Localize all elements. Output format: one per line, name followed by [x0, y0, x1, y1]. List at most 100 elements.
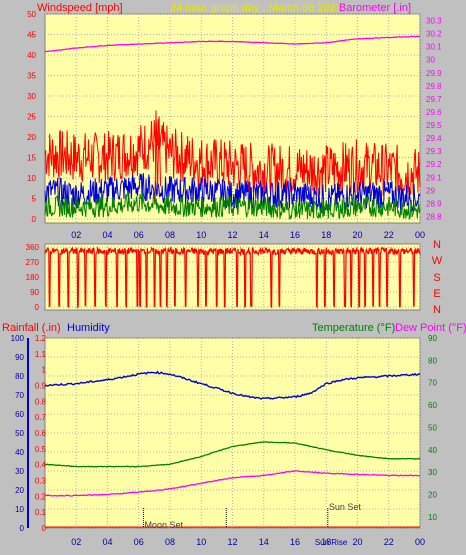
wind-y-tick-label: 15 [27, 154, 36, 163]
temperature-y-tick-label: 70 [428, 379, 437, 388]
wind-blue-series [44, 173, 421, 212]
rain-y-tick-label: 0.4 [35, 461, 47, 470]
direction-label-n-top: N [433, 239, 441, 251]
barometer-y-tick-label: 29 [426, 186, 435, 195]
humidity-y-tick-label: 90 [15, 353, 24, 362]
humidity-y-tick-label: 10 [15, 505, 24, 514]
x-tick-label-top: 18 [321, 230, 331, 240]
wind-y-tick-label: 20 [27, 133, 36, 142]
windspeed-series [44, 119, 421, 197]
x-tick-label-top: 16 [290, 230, 300, 240]
barometer-y-tick-label: 29.6 [426, 108, 442, 117]
barometer-y-tick-label: 30.1 [426, 43, 442, 52]
x-tick-label-top: 00 [415, 230, 425, 240]
x-tick-label-bottom: 06 [134, 537, 144, 547]
wind-y-tick-label: 50 [27, 10, 36, 19]
wind-y-tick-label: 25 [27, 113, 36, 122]
humidity-label: Humidity [67, 322, 110, 334]
rain-y-tick-label: 0.1 [35, 508, 47, 517]
temperature-y-tick-label: 30 [428, 468, 437, 477]
barometer-y-tick-label: 29.8 [426, 82, 442, 91]
barometer-y-tick-label: 28.9 [426, 199, 442, 208]
direction-y-tick-label: 90 [30, 288, 39, 297]
direction-label-n-bottom: N [433, 304, 441, 316]
x-tick-label-bottom: 20 [352, 537, 362, 547]
temperature-y-tick-label: 80 [428, 356, 437, 365]
x-tick-label-top: 08 [165, 230, 175, 240]
rain-y-tick-label: 1.2 [35, 334, 47, 343]
barometer-series [44, 35, 420, 53]
barometer-y-tick-label: 29.1 [426, 173, 442, 182]
x-tick-label-bottom: 18 [321, 537, 331, 547]
humidity-y-tick-label: 80 [15, 372, 24, 381]
barometer-title: Barometer [.in] [339, 2, 411, 14]
temperature-y-tick-label: 10 [428, 513, 437, 522]
barometer-y-tick-label: 29.9 [426, 69, 442, 78]
series [44, 35, 421, 528]
direction-y-tick-label: 0 [35, 303, 40, 312]
wind-y-tick-label: 45 [27, 31, 36, 40]
barometer-y-tick-label: 29.4 [426, 134, 442, 143]
rain-y-tick-label: 0 [42, 524, 47, 533]
direction-y-tick-label: 270 [26, 258, 40, 267]
rain-y-tick-label: 0.7 [35, 413, 47, 422]
direction-label-s: S [433, 272, 440, 284]
dewpoint-series [44, 470, 421, 497]
wind-green-series [44, 192, 421, 221]
x-tick-label-bottom: 04 [102, 537, 112, 547]
wind-y-tick-label: 35 [27, 72, 36, 81]
direction-label-e: E [433, 288, 440, 300]
dewpoint-label: Dew Point (°F) [395, 322, 466, 334]
x-tick-label-top: 12 [227, 230, 237, 240]
rain-y-tick-label: 0.3 [35, 477, 47, 486]
humidity-series [44, 370, 421, 400]
rain-y-tick-label: 0.9 [35, 382, 47, 391]
x-tick-label-bottom: 02 [71, 537, 81, 547]
event-label: Sun Set [329, 502, 362, 512]
humidity-y-tick-label: 70 [15, 391, 24, 400]
wind-y-tick-label: 30 [27, 92, 36, 101]
direction-y-tick-label: 180 [26, 273, 40, 282]
rain-y-tick-label: 0.2 [35, 492, 47, 501]
x-tick-label-bottom: 22 [384, 537, 394, 547]
barometer-y-tick-label: 28.8 [426, 212, 442, 221]
x-tick-label-top: 02 [71, 230, 81, 240]
x-tick-label-top: 22 [384, 230, 394, 240]
humidity-y-tick-label: 0 [20, 524, 25, 533]
barometer-y-tick-label: 29.7 [426, 95, 442, 104]
humidity-y-tick-label: 40 [15, 448, 24, 457]
temperature-y-tick-label: 60 [428, 401, 437, 410]
barometer-y-tick-label: 30.3 [426, 17, 442, 26]
temperature-y-tick-label: 90 [428, 334, 437, 343]
direction-y-tick-label: 360 [26, 243, 40, 252]
direction-label-w: W [432, 255, 443, 267]
wind-gust-spike [154, 110, 162, 203]
temperature-y-tick-label: 40 [428, 446, 437, 455]
event-label: Moon Set [144, 520, 183, 530]
x-tick-label-top: 06 [134, 230, 144, 240]
rain-y-tick-label: 0.8 [35, 397, 47, 406]
humidity-y-tick-label: 30 [15, 467, 24, 476]
rain-y-tick-label: 1 [42, 366, 47, 375]
wind-y-tick-label: 0 [32, 215, 37, 224]
x-tick-label-bottom: 12 [227, 537, 237, 547]
x-tick-label-top: 14 [259, 230, 269, 240]
wind-y-tick-label: 5 [32, 195, 37, 204]
x-tick-label-top: 10 [196, 230, 206, 240]
x-tick-label-bottom: 14 [259, 537, 269, 547]
humidity-y-tick-label: 50 [15, 429, 24, 438]
temperature-label: Temperature (°F) [312, 322, 395, 334]
x-tick-label-bottom: 16 [290, 537, 300, 547]
windspeed-title: Windspeed [mph] [37, 2, 123, 14]
rain-y-tick-label: 0.5 [35, 445, 47, 454]
x-tick-label-bottom: 00 [415, 537, 425, 547]
graph-day-title: 24 hour graph day : March 08 2023 [170, 2, 342, 14]
barometer-y-tick-label: 29.2 [426, 160, 442, 169]
wind-direction-series [44, 246, 421, 310]
rain-y-tick-label: 1.1 [35, 350, 47, 359]
wind-y-tick-label: 10 [27, 174, 36, 183]
sunrise-label: Sun Rise [315, 538, 348, 547]
humidity-y-tick-label: 100 [11, 334, 25, 343]
wind-y-tick-label: 40 [27, 51, 36, 60]
